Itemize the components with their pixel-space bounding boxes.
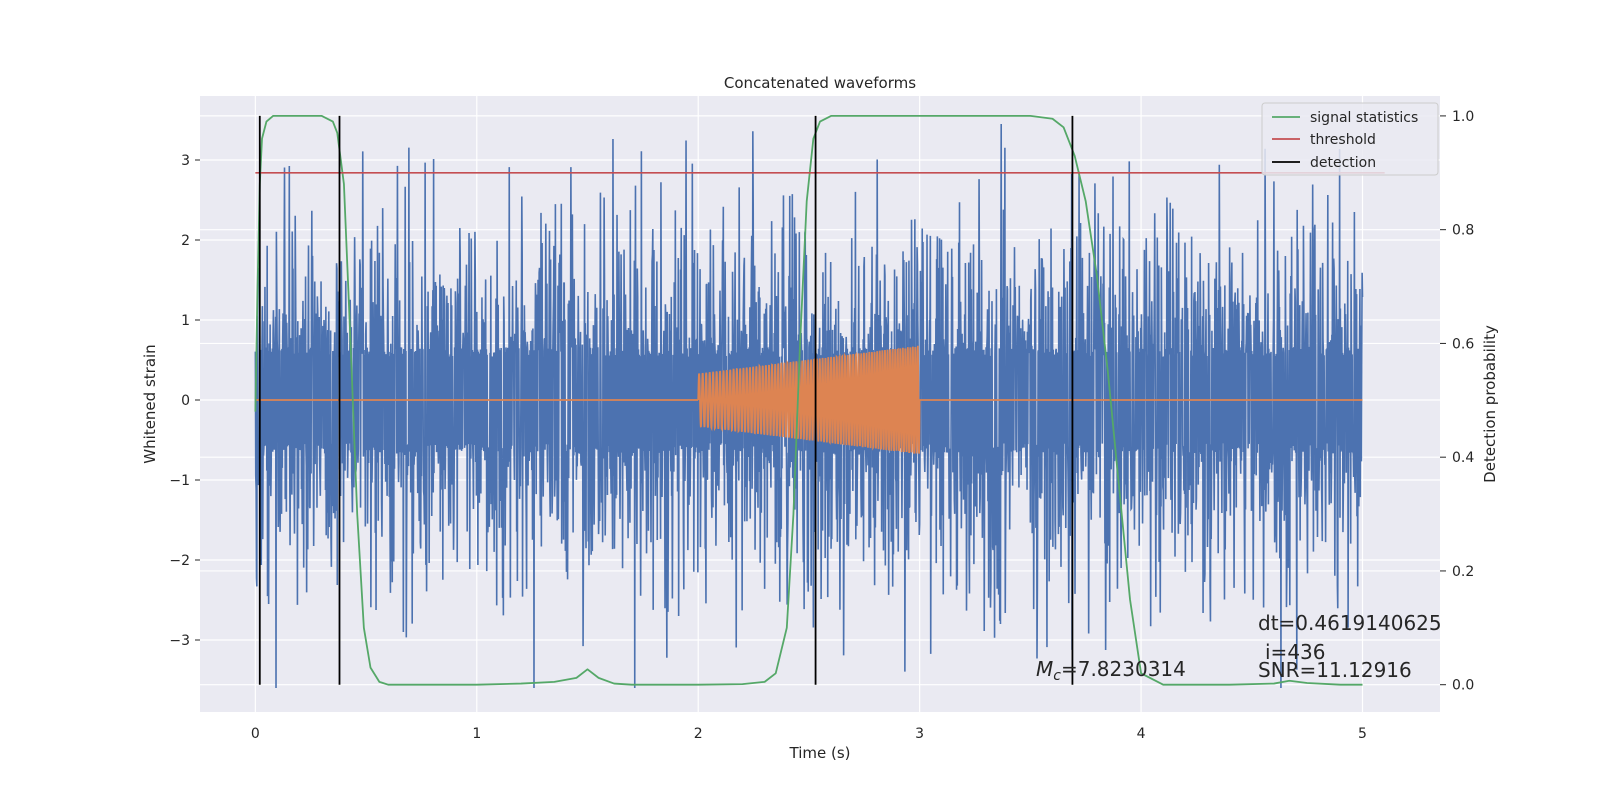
y2-tick-label: 0.6 (1452, 336, 1474, 352)
y-axis-label: Whitened strain (141, 344, 159, 463)
chirp-mass-annotation: Mc=7.8230314 (1036, 657, 1186, 684)
detection-lines (258, 115, 1074, 685)
dt-annotation: dt=0.4619140625 (1258, 611, 1442, 635)
y-tick-label: −1 (169, 473, 190, 489)
chirp-mass-symbol: M (1036, 657, 1053, 681)
signal-statistics-line (254, 115, 1363, 686)
x-tick-label: 4 (1137, 726, 1146, 742)
legend-statistics-label: signal statistics (1310, 110, 1418, 126)
y2-tick-label: 0.8 (1452, 223, 1474, 239)
y2-tick-label: 1.0 (1452, 109, 1474, 125)
legend-box (1261, 102, 1439, 176)
chirp-mass-subscript: c (1053, 668, 1061, 684)
noise-series-line (254, 123, 1364, 689)
x-tick-label: 3 (915, 726, 924, 742)
x-tick-label: 5 (1358, 726, 1367, 742)
legend-detection-label: detection (1310, 155, 1376, 171)
y-tick-label: 2 (181, 233, 190, 249)
legend-threshold-label: threshold (1310, 132, 1376, 148)
y2-tick-label: 0.4 (1452, 450, 1474, 466)
legend: signal statistics threshold detection (1261, 102, 1439, 176)
y2-axis-label: Detection probability (1481, 325, 1499, 483)
y-tick-label: 3 (181, 153, 190, 169)
plot-content (254, 115, 1385, 689)
snr-annotation: SNR=11.12916 (1258, 658, 1412, 682)
ticks: 0 1 2 3 4 5 −3 −2 −1 0 1 2 3 0.0 0.2 0.4 0.6 0.8 1.0 (169, 109, 1474, 742)
y-tick-label: 1 (181, 313, 190, 329)
x-axis-label: Time (s) (789, 744, 851, 762)
signal-series-line (255, 345, 1363, 454)
chart-title: Concatenated waveforms (724, 74, 916, 92)
y-tick-label: −2 (169, 553, 190, 569)
index-annotation: i=436 (1265, 640, 1326, 664)
y-tick-label: −3 (169, 633, 190, 649)
x-tick-label: 2 (694, 726, 703, 742)
y2-tick-label: 0.2 (1452, 564, 1474, 580)
y-tick-label: 0 (181, 393, 190, 409)
x-tick-label: 1 (472, 726, 481, 742)
chirp-mass-value: =7.8230314 (1061, 657, 1186, 681)
x-tick-label: 0 (251, 726, 260, 742)
y2-tick-label: 0.0 (1452, 678, 1474, 694)
